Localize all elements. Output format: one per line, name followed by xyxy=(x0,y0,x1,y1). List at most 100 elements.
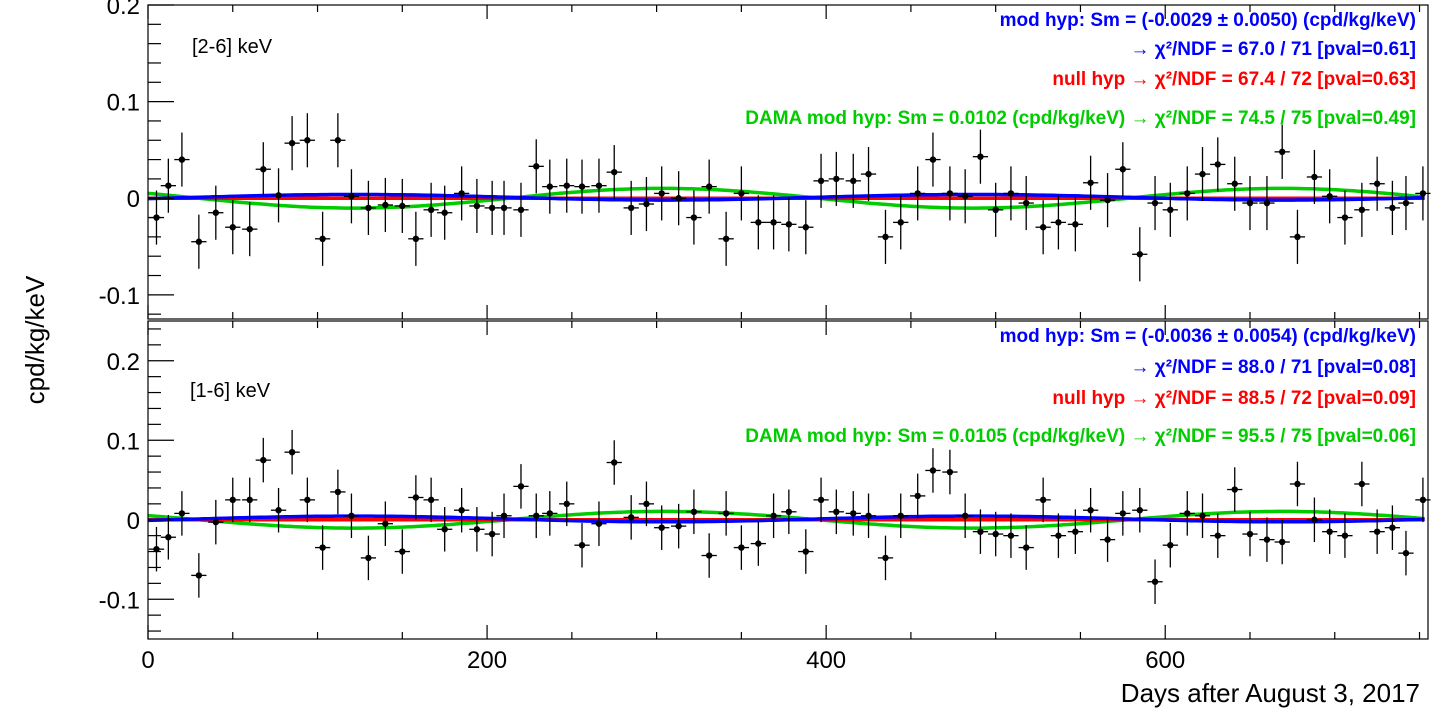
data-point xyxy=(255,437,271,483)
data-point xyxy=(1337,513,1353,558)
data-point xyxy=(972,129,989,184)
data-point xyxy=(1067,509,1083,554)
data-point xyxy=(1162,522,1178,568)
data-point xyxy=(1194,493,1211,539)
y-tick-label: -0.1 xyxy=(99,283,140,310)
data-point xyxy=(1306,497,1323,543)
data-point xyxy=(454,487,470,533)
data-point xyxy=(1289,461,1306,507)
data-point xyxy=(654,505,670,550)
data-point xyxy=(542,159,558,214)
data-point xyxy=(377,177,393,233)
top-legend-line-3: null hyp → χ²/NDF = 67.4 / 72 [pval=0.63… xyxy=(1052,69,1416,90)
data-point xyxy=(242,477,258,523)
top-panel-fit-curves xyxy=(147,186,1425,210)
data-point xyxy=(1259,176,1275,231)
data-point xyxy=(623,180,639,235)
data-point xyxy=(877,535,894,581)
data-point xyxy=(1099,517,1116,562)
data-point xyxy=(437,185,453,240)
top-panel: 0.2 0.1 0 -0.1 [2-6] keV mod hyp: Sm = (-0.… xyxy=(99,0,1431,320)
data-point xyxy=(925,132,941,187)
data-point xyxy=(1384,505,1401,550)
y-tick-label: 0 xyxy=(127,508,140,535)
data-point xyxy=(394,178,410,234)
data-point xyxy=(1003,513,1019,558)
data-point xyxy=(148,526,165,572)
top-panel-energy-range: [2-6] keV xyxy=(192,36,273,58)
data-point xyxy=(591,158,607,213)
data-point xyxy=(299,477,315,523)
data-point xyxy=(718,491,734,536)
data-point xyxy=(845,153,861,208)
bottom-legend-line-3: null hyp → χ²/NDF = 88.5 / 72 [pval=0.09… xyxy=(1052,388,1416,409)
bottom-legend-line-4: DAMA mod hyp: Sm = 0.0105 (cpd/kg/keV) →… xyxy=(745,426,1416,447)
data-point xyxy=(454,166,470,221)
data-point xyxy=(496,180,512,235)
data-point xyxy=(160,514,176,560)
data-point xyxy=(343,169,360,224)
data-point xyxy=(654,166,670,221)
y-tick-label: 0.1 xyxy=(107,428,140,455)
data-point xyxy=(174,491,190,536)
data-point xyxy=(1082,155,1099,210)
data-point xyxy=(701,533,717,578)
data-point xyxy=(1242,511,1258,557)
data-point xyxy=(828,151,844,206)
data-point xyxy=(330,113,346,168)
data-point xyxy=(813,153,829,208)
data-point xyxy=(813,477,829,523)
data-point xyxy=(845,491,861,536)
data-point xyxy=(423,477,439,523)
data-point xyxy=(1115,142,1131,197)
data-point xyxy=(160,158,176,213)
top-panel-legend: mod hyp: Sm = (-0.0029 ± 0.0050) (cpd/kg… xyxy=(745,10,1416,129)
data-point xyxy=(686,489,702,535)
data-point xyxy=(408,211,424,266)
bottom-legend-line-1: mod hyp: Sm = (-0.0036 ± 0.0054) (cpd/kg… xyxy=(1000,326,1416,347)
y-tick-label: 0.2 xyxy=(107,0,140,20)
data-point xyxy=(942,449,958,495)
data-point xyxy=(1227,467,1243,512)
fit-curve-dama-mod-hyp xyxy=(147,509,1425,530)
top-panel-x-ticks xyxy=(147,5,1421,319)
x-tick-label: 400 xyxy=(806,647,846,674)
data-point xyxy=(798,529,814,574)
top-panel-frame xyxy=(147,4,1429,320)
data-point xyxy=(1242,176,1258,231)
y-tick-label: -0.1 xyxy=(99,587,140,614)
data-point xyxy=(360,535,377,581)
bottom-panel-data-points xyxy=(148,429,1431,605)
bottom-legend-line-2: → χ²/NDF = 88.0 / 71 [pval=0.08] xyxy=(1130,357,1416,378)
data-point xyxy=(314,211,331,266)
data-point xyxy=(1337,190,1353,245)
data-point xyxy=(781,197,797,252)
data-point xyxy=(988,182,1004,237)
data-point xyxy=(1415,477,1431,523)
data-point xyxy=(972,509,989,554)
y-tick-label: 0 xyxy=(127,186,140,213)
data-point xyxy=(1194,147,1211,202)
data-point xyxy=(1099,173,1116,228)
bottom-panel-energy-range: [1-6] keV xyxy=(190,380,271,402)
data-point xyxy=(765,493,782,539)
bottom-panel-y-ticks: 0.2 0.1 0 -0.1 xyxy=(99,328,174,632)
data-point xyxy=(860,147,877,202)
data-point xyxy=(314,525,331,570)
data-point xyxy=(750,521,766,566)
data-point xyxy=(484,511,500,557)
data-point xyxy=(765,195,782,250)
top-panel-data-points xyxy=(148,113,1431,282)
data-point xyxy=(496,493,512,539)
data-point xyxy=(1227,156,1243,211)
x-tick-label: 0 xyxy=(141,647,154,674)
data-point xyxy=(484,180,500,235)
data-point xyxy=(957,169,973,224)
data-point xyxy=(638,481,655,527)
data-point xyxy=(606,145,622,200)
data-point xyxy=(559,158,575,213)
data-point xyxy=(1147,559,1163,605)
data-point xyxy=(191,214,207,269)
data-point xyxy=(1322,509,1338,554)
